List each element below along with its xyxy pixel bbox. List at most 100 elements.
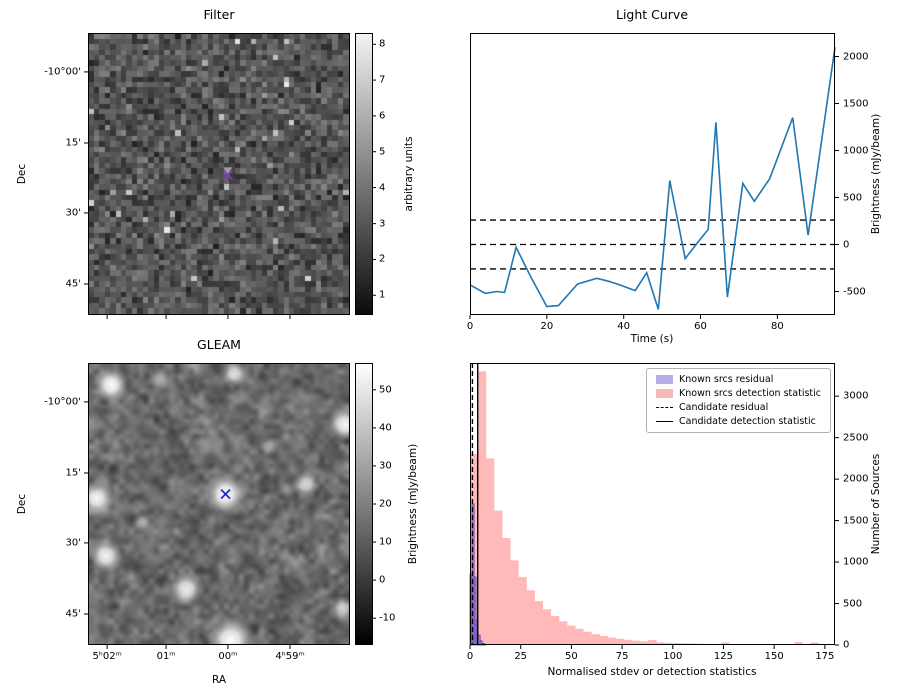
hist-bar: [510, 560, 519, 645]
hist-bar: [583, 631, 592, 645]
hist-bar: [632, 640, 641, 645]
filter-colorbar-label: arbitrary units: [403, 136, 415, 212]
hist-bar: [470, 454, 479, 645]
tick-label: 30': [65, 537, 81, 549]
tick-label: -10°00': [44, 396, 81, 408]
tick-label: 1500: [843, 98, 869, 109]
hist-bar: [689, 643, 698, 645]
tick-label: 125: [713, 651, 734, 662]
hist-bar: [479, 640, 483, 646]
gleam-colorbar: [355, 363, 373, 645]
tick-label: 2: [379, 253, 386, 265]
hist-bar: [680, 643, 689, 645]
filter-title: Filter: [203, 7, 235, 22]
hist-bar: [762, 644, 771, 645]
hist-bar: [753, 644, 762, 645]
tick-label: 175: [815, 651, 835, 662]
hist-bar: [471, 503, 475, 646]
legend-swatch-known-residual: [656, 375, 673, 384]
hist-bar: [648, 640, 657, 645]
legend-item-candidate-detection: Candidate detection statistic: [656, 416, 821, 427]
hist-bar: [551, 615, 560, 645]
tick-label: 500: [843, 598, 863, 610]
gleam-xlabel: RA: [211, 674, 227, 686]
tick-label: 45': [65, 278, 81, 290]
hist-bar: [534, 601, 543, 645]
hist-bar: [729, 644, 738, 645]
gleam-ylabel: Dec: [16, 493, 28, 515]
hist-bar: [745, 644, 754, 645]
legend-item-candidate-residual: Candidate residual: [656, 402, 821, 413]
hist-bar: [481, 642, 485, 646]
legend-item-known-residual: Known srcs residual: [656, 374, 821, 385]
hist-bar: [770, 644, 779, 645]
hist-bar: [713, 644, 722, 645]
lightcurve-line: [469, 46, 836, 310]
tick-label: 5ʰ02ᵐ: [92, 651, 122, 662]
tick-label: 50: [565, 651, 578, 662]
hist-bar: [672, 643, 681, 645]
tick-label: 50: [379, 384, 392, 396]
filter-colorbar: [355, 33, 373, 315]
tick-label: 0: [466, 651, 474, 662]
hist-bar: [502, 538, 511, 645]
lightcurve-title: Light Curve: [615, 7, 689, 22]
hist-bar: [705, 643, 714, 645]
tick-label: 500: [843, 192, 863, 203]
gleam-sky-image: [89, 364, 349, 644]
hist-bar: [477, 634, 481, 646]
tick-label: 40: [617, 321, 631, 332]
hist-bar: [559, 621, 568, 645]
tick-label: 0: [843, 639, 850, 651]
legend-label-known-residual: Known srcs residual: [679, 374, 774, 385]
tick-label: 3: [379, 218, 386, 230]
hist-bar: [575, 628, 584, 645]
histogram-ylabel: Number of Sources: [870, 453, 882, 555]
hist-bar: [494, 510, 503, 645]
hist-bar: [518, 576, 527, 645]
hist-bar: [664, 642, 673, 645]
hist-bar: [616, 638, 625, 645]
tick-label: 15': [65, 467, 81, 479]
hist-bar: [607, 637, 616, 645]
legend-label-candidate-residual: Candidate residual: [679, 402, 769, 413]
tick-label: 25: [514, 651, 528, 662]
tick-label: 150: [764, 651, 784, 662]
tick-label: 0: [843, 239, 850, 250]
tick-label: 4ʰ59ᵐ: [275, 651, 305, 662]
tick-label: 0: [466, 321, 474, 332]
hist-bar: [624, 639, 633, 645]
tick-label: 30: [379, 460, 392, 472]
legend-swatch-candidate-residual: [656, 407, 673, 408]
tick-label: 1: [379, 289, 386, 301]
tick-label: 2500: [843, 432, 869, 444]
tick-label: 100: [663, 651, 683, 662]
tick-label: 4: [379, 182, 386, 194]
histogram-xlabel: Normalised stdev or detection statistics: [547, 666, 757, 678]
hist-bar: [810, 642, 819, 645]
legend-item-known-detection: Known srcs detection statistic: [656, 388, 821, 399]
lightcurve-ylabel: Brightness (mJy/beam): [870, 113, 882, 235]
legend-swatch-candidate-detection: [656, 421, 673, 422]
tick-label: 40: [379, 422, 392, 434]
tick-label: 01ᵐ: [156, 651, 176, 662]
hist-bar: [478, 371, 487, 645]
hist-bar: [656, 642, 665, 645]
hist-bar: [486, 458, 495, 645]
tick-label: 2000: [843, 51, 869, 62]
tick-label: 8: [379, 38, 386, 50]
hist-bar: [469, 574, 473, 646]
hist-bar: [526, 590, 535, 645]
tick-label: 20: [540, 321, 554, 332]
lightcurve-xlabel: Time (s): [630, 333, 674, 345]
hist-bar: [473, 576, 477, 646]
tick-label: 75: [615, 651, 629, 662]
legend-label-known-detection: Known srcs detection statistic: [679, 388, 821, 399]
tick-label: 1000: [843, 556, 869, 568]
tick-label: 20: [379, 498, 392, 510]
hist-bar: [543, 609, 552, 645]
tick-label: -10: [379, 612, 396, 624]
tick-label: -500: [843, 286, 866, 297]
gleam-title: GLEAM: [197, 337, 241, 352]
